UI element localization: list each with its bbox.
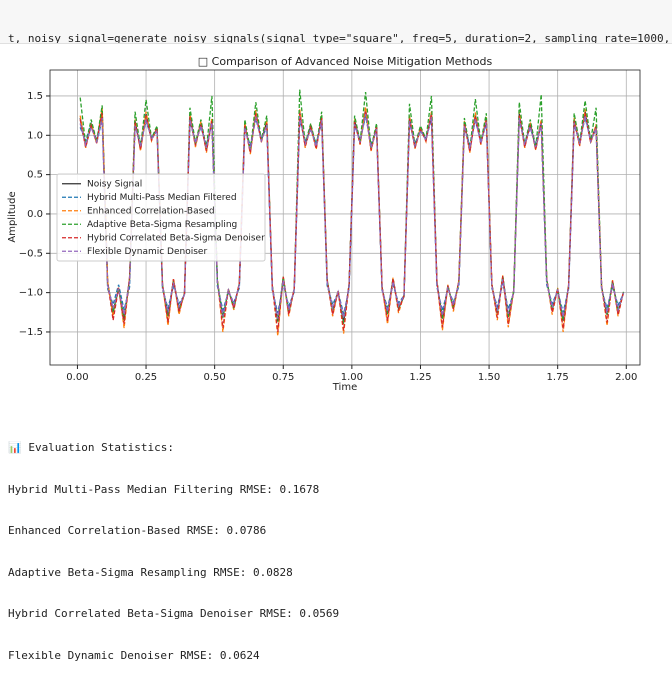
output-line: Enhanced Correlation-Based RMSE: 0.0786: [8, 524, 267, 538]
code-line: t, noisy_signal=generate_noisy_signals(s…: [8, 32, 672, 44]
series-line: [79, 113, 625, 319]
output-line: 📊 Evaluation Statistics:: [8, 441, 175, 454]
notebook: t, noisy_signal=generate_noisy_signals(s…: [0, 0, 672, 662]
legend-label: Adaptive Beta-Sigma Resampling: [87, 220, 237, 230]
legend-label: Hybrid Multi-Pass Median Filtered: [87, 193, 237, 203]
x-tick-label: 0.75: [272, 372, 294, 383]
x-tick-label: 1.25: [409, 372, 431, 383]
x-tick-label: 0.00: [66, 372, 88, 383]
y-tick-label: −1.5: [19, 327, 43, 338]
plot-area: [79, 89, 625, 336]
x-axis-label: Time: [332, 382, 357, 393]
chart: □ Comparison of Advanced Noise Mitigatio…: [7, 55, 641, 393]
legend-label: Noisy Signal: [87, 179, 142, 189]
x-tick-label: 1.50: [478, 372, 500, 383]
axes-frame: [49, 69, 641, 366]
x-tick-label: 2.00: [615, 372, 637, 383]
chart-title: □ Comparison of Advanced Noise Mitigatio…: [198, 55, 493, 68]
output-line: Adaptive Beta-Sigma Resampling RMSE: 0.0…: [8, 565, 293, 579]
x-tick-label: 0.25: [135, 372, 157, 383]
y-tick-label: 0.5: [27, 170, 43, 181]
y-tick-label: 1.5: [27, 91, 43, 102]
y-tick-label: 1.0: [27, 130, 43, 141]
x-tick-label: 0.50: [204, 372, 226, 383]
output: 📊 Evaluation Statistics: Hybrid Multi-Pa…: [8, 414, 339, 677]
legend-label: Flexible Dynamic Denoiser: [87, 247, 207, 257]
legend-box: [56, 173, 266, 262]
x-tick-label: 1.00: [341, 372, 363, 383]
y-tick-label: 0.0: [27, 209, 43, 220]
output-line: Flexible Dynamic Denoiser RMSE: 0.0624: [8, 648, 260, 662]
code-cell: t, noisy_signal=generate_noisy_signals(s…: [0, 0, 672, 44]
y-axis-label: Amplitude: [7, 191, 18, 242]
output-line: Hybrid Multi-Pass Median Filtering RMSE:…: [8, 482, 320, 496]
legend-label: Hybrid Correlated Beta-Sigma Denoiser: [87, 233, 265, 243]
y-tick-label: −1.0: [19, 288, 43, 299]
y-tick-label: −0.5: [19, 248, 43, 259]
legend-label: Enhanced Correlation-Based: [87, 206, 215, 216]
output-line: Hybrid Correlated Beta-Sigma Denoiser RM…: [8, 607, 340, 621]
x-tick-label: 1.75: [547, 372, 569, 383]
